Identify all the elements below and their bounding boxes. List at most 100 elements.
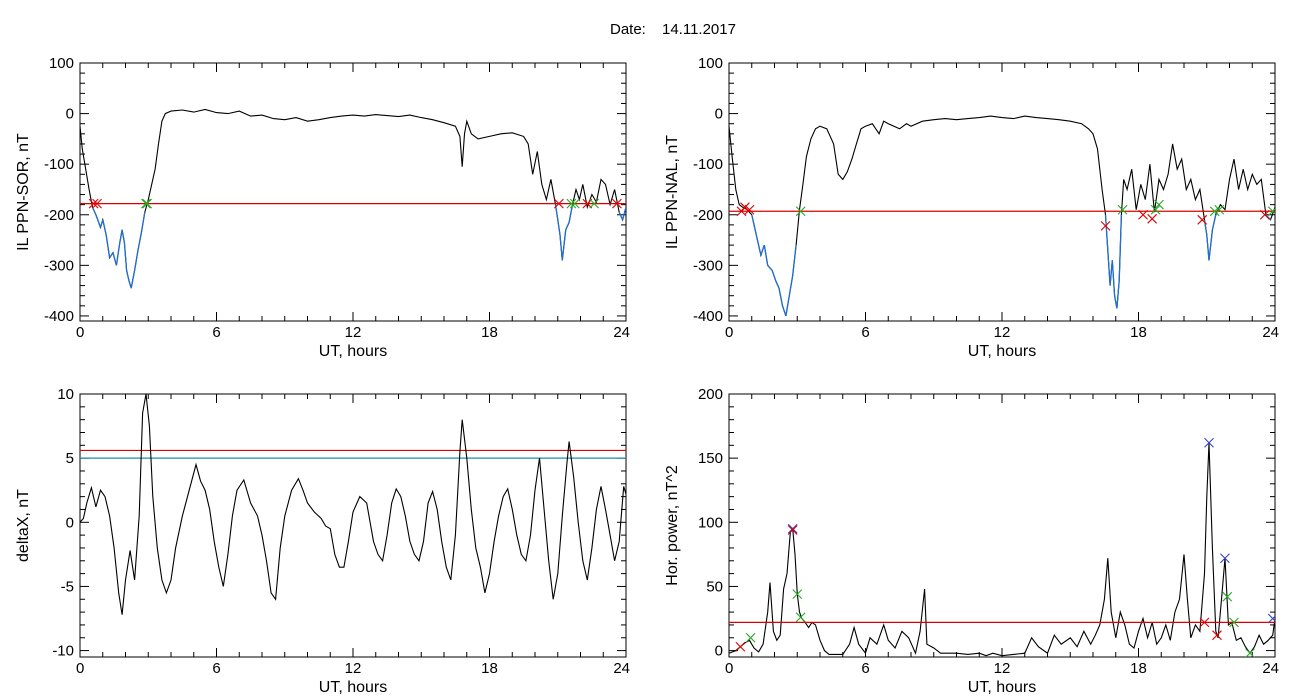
y-axis-label: IL PPN-SOR, nT bbox=[15, 133, 32, 251]
cross-marker bbox=[792, 589, 803, 600]
cross-marker bbox=[1220, 553, 1230, 564]
cross-marker-stroke bbox=[787, 523, 798, 534]
cross-marker-stroke bbox=[795, 206, 806, 217]
x-axis-label: UT, hours bbox=[968, 679, 1036, 696]
y-tick-label: 200 bbox=[698, 386, 723, 403]
cross-marker-stroke bbox=[1220, 553, 1230, 564]
chart-panel-1: 0 6 12 18 24 100 0 -100 -200 -300 -400 UT, hours IL … bbox=[15, 55, 630, 360]
cross-marker-stroke bbox=[582, 198, 593, 209]
y-tick-label: 100 bbox=[698, 55, 723, 72]
cross-marker-stroke bbox=[1267, 208, 1275, 217]
x-tick-label: 0 bbox=[76, 660, 84, 677]
cross-marker bbox=[787, 525, 798, 535]
cross-marker bbox=[612, 198, 622, 209]
series-line bbox=[729, 442, 1275, 657]
cross-marker-stroke bbox=[612, 198, 622, 209]
cross-marker bbox=[1229, 617, 1239, 628]
x-tick-label: 6 bbox=[212, 660, 220, 677]
y-tick-label: -200 bbox=[693, 207, 723, 224]
cross-marker bbox=[744, 204, 755, 215]
cross-marker bbox=[1222, 591, 1233, 602]
x-tick-label: 18 bbox=[1130, 324, 1147, 341]
cross-marker bbox=[1267, 206, 1275, 217]
series-below-threshold bbox=[91, 204, 626, 289]
x-tick-label: 18 bbox=[481, 324, 498, 341]
cross-marker-stroke bbox=[740, 202, 750, 213]
cross-marker-stroke bbox=[569, 198, 580, 209]
chart-panel-4: 0 6 12 18 24 200 150 100 50 0 UT, hours Hor. power,… bbox=[664, 386, 1279, 696]
cross-marker bbox=[1204, 437, 1214, 448]
cross-marker bbox=[1199, 617, 1210, 628]
cross-marker-stroke bbox=[744, 204, 755, 215]
cross-marker bbox=[1259, 209, 1270, 220]
series-line bbox=[729, 115, 1275, 317]
y-axis-label: IL PPN-NAL, nT bbox=[664, 135, 681, 249]
y-tick-label: 100 bbox=[49, 55, 74, 72]
figure-title: Date: 14.11.2017 bbox=[610, 21, 736, 38]
cross-marker bbox=[589, 198, 600, 209]
x-tick-label: 0 bbox=[76, 324, 84, 341]
cross-marker-stroke bbox=[735, 641, 746, 652]
cross-marker-stroke bbox=[1212, 630, 1222, 641]
x-tick-label: 18 bbox=[481, 660, 498, 677]
cross-marker-stroke bbox=[553, 198, 564, 209]
y-tick-label: -10 bbox=[52, 643, 74, 660]
y-tick-label: 10 bbox=[57, 386, 74, 403]
cross-marker-stroke bbox=[1154, 199, 1164, 210]
x-tick-label: 24 bbox=[613, 660, 630, 677]
x-tick-label: 0 bbox=[725, 660, 733, 677]
cross-marker-stroke bbox=[1100, 221, 1111, 231]
series-line bbox=[80, 108, 626, 289]
x-axis-label: UT, hours bbox=[968, 343, 1036, 360]
cross-marker-stroke bbox=[141, 198, 151, 209]
y-tick-label: -300 bbox=[44, 257, 74, 274]
cross-marker-stroke bbox=[792, 589, 803, 600]
cross-marker bbox=[1197, 214, 1208, 225]
cross-marker-stroke bbox=[1259, 209, 1270, 220]
cross-marker bbox=[553, 198, 564, 209]
y-tick-label: -100 bbox=[44, 156, 74, 173]
cross-marker-stroke bbox=[92, 198, 102, 209]
cross-marker bbox=[1214, 204, 1225, 215]
cross-marker bbox=[141, 198, 151, 209]
x-tick-label: 12 bbox=[345, 660, 362, 677]
y-axis-label: deltaX, nT bbox=[15, 489, 32, 562]
cross-marker bbox=[1267, 613, 1275, 624]
x-tick-label: 12 bbox=[345, 324, 362, 341]
y-tick-label: 0 bbox=[715, 106, 723, 123]
x-tick-label: 24 bbox=[613, 324, 630, 341]
cross-marker bbox=[566, 198, 577, 209]
cross-marker-stroke bbox=[1229, 617, 1239, 628]
cross-marker bbox=[787, 523, 798, 534]
x-tick-label: 0 bbox=[725, 324, 733, 341]
y-tick-label: -200 bbox=[44, 207, 74, 224]
y-tick-label: 150 bbox=[698, 450, 723, 467]
plot-frame bbox=[728, 62, 1276, 322]
cross-marker bbox=[735, 641, 746, 652]
date-label: Date: bbox=[610, 21, 646, 38]
x-tick-label: 12 bbox=[994, 660, 1011, 677]
y-tick-label: 50 bbox=[706, 578, 723, 595]
x-tick-label: 18 bbox=[1130, 660, 1147, 677]
x-tick-label: 24 bbox=[1262, 324, 1279, 341]
cross-marker bbox=[740, 202, 750, 213]
cross-marker-stroke bbox=[1267, 615, 1275, 624]
cross-marker-stroke bbox=[1204, 437, 1214, 448]
cross-marker bbox=[745, 632, 756, 643]
y-tick-label: -400 bbox=[44, 308, 74, 325]
cross-marker bbox=[1245, 648, 1255, 657]
y-tick-label: -100 bbox=[693, 156, 723, 173]
date-value: 14.11.2017 bbox=[662, 21, 736, 38]
cross-marker bbox=[569, 198, 580, 209]
cross-marker-stroke bbox=[1245, 648, 1255, 657]
y-tick-label: 100 bbox=[698, 514, 723, 531]
cross-marker bbox=[1117, 204, 1128, 215]
series-line bbox=[80, 394, 626, 615]
cross-marker bbox=[1212, 630, 1222, 641]
cross-marker-stroke bbox=[787, 525, 798, 535]
x-tick-label: 6 bbox=[861, 660, 869, 677]
cross-marker-stroke bbox=[1199, 617, 1210, 628]
chart-panel-2: 0 6 12 18 24 100 0 -100 -200 -300 -400 UT, hours IL … bbox=[664, 55, 1279, 360]
